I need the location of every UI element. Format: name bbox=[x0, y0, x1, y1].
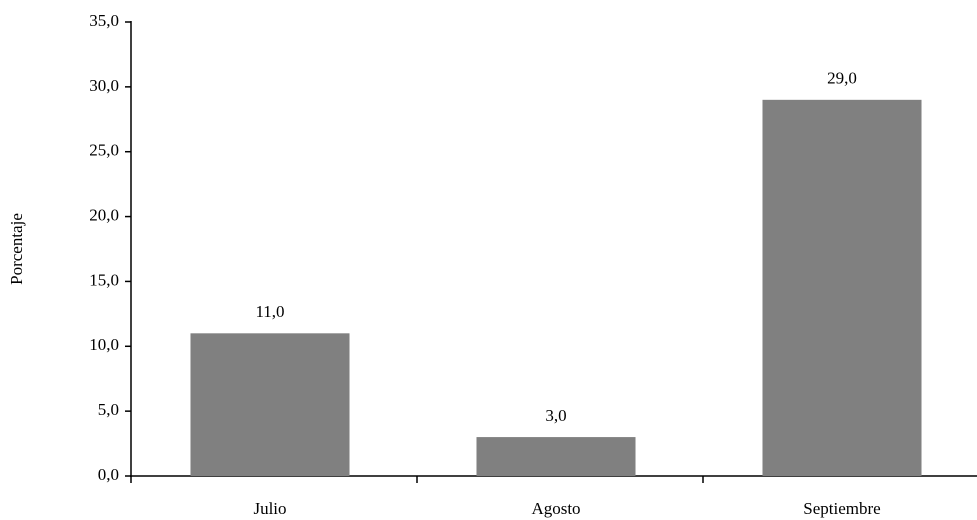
data-label: 11,0 bbox=[255, 302, 284, 321]
x-tick-label: Agosto bbox=[531, 499, 580, 518]
bar bbox=[476, 437, 636, 476]
y-tick-label: 10,0 bbox=[89, 335, 119, 354]
y-tick-label: 35,0 bbox=[89, 11, 119, 30]
y-tick-label: 0,0 bbox=[98, 465, 119, 484]
y-tick-label: 20,0 bbox=[89, 205, 119, 224]
y-tick-label: 15,0 bbox=[89, 270, 119, 289]
y-tick-label: 30,0 bbox=[89, 76, 119, 95]
bar bbox=[762, 99, 922, 476]
x-tick-label: Julio bbox=[253, 499, 286, 518]
data-label: 3,0 bbox=[545, 406, 566, 425]
data-label: 29,0 bbox=[827, 69, 857, 88]
y-tick-label: 25,0 bbox=[89, 141, 119, 160]
y-axis-label: Porcentaje bbox=[7, 213, 26, 285]
bar bbox=[190, 333, 350, 476]
y-tick-label: 5,0 bbox=[98, 400, 119, 419]
x-tick-label: Septiembre bbox=[803, 499, 880, 518]
